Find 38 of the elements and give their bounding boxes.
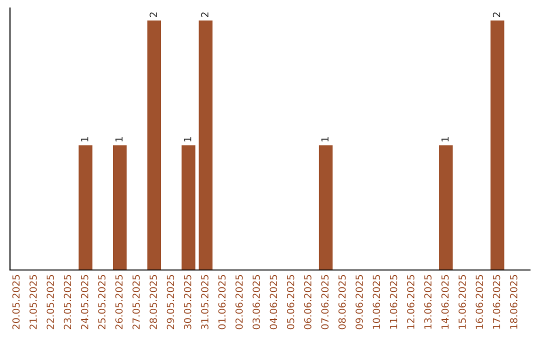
data-label: 2: [492, 12, 500, 17]
x-tick-label: 30.05.2025: [184, 275, 192, 330]
x-tick-label: 11.06.2025: [390, 275, 398, 329]
x-tick-label: 10.06.2025: [372, 275, 380, 329]
x-tick-label: 20.05.2025: [12, 275, 20, 330]
x-tick-label: 03.06.2025: [252, 275, 260, 330]
x-tick-label: 22.05.2025: [46, 275, 54, 330]
x-tick-label: 29.05.2025: [166, 275, 174, 330]
x-tick-label: 16.06.2025: [476, 275, 484, 329]
x-tick-label: 12.06.2025: [407, 275, 414, 329]
x-tick-label: 06.06.2025: [304, 275, 312, 330]
x-tick-label: 08.06.2025: [338, 275, 346, 330]
data-label: 1: [115, 137, 123, 142]
x-tick-label: 18.06.2025: [510, 275, 518, 329]
data-label: 2: [201, 12, 208, 17]
x-tick-label: 15.06.2025: [458, 275, 466, 329]
x-tick-label: 17.06.2025: [492, 275, 500, 329]
x-tick-label: 09.06.2025: [356, 275, 363, 330]
x-tick-label: 21.05.2025: [29, 275, 37, 330]
x-tick-label: 26.05.2025: [115, 275, 123, 330]
x-tick-label: 04.06.2025: [270, 275, 278, 330]
data-label: 1: [81, 137, 88, 142]
x-tick-label: 07.06.2025: [321, 275, 329, 330]
x-tick-label: 14.06.2025: [441, 275, 449, 329]
x-tick-label: 01.06.2025: [218, 275, 226, 330]
x-tick-label: 02.06.2025: [235, 275, 243, 330]
data-label: 2: [150, 12, 157, 17]
x-tick-label: 31.05.2025: [201, 275, 208, 330]
x-tick-label: 28.05.2025: [150, 275, 157, 330]
x-tick-label: 27.05.2025: [132, 275, 140, 330]
data-label: 1: [442, 137, 449, 142]
data-label: 1: [184, 137, 192, 142]
x-tick-label: 23.05.2025: [64, 275, 72, 330]
x-tick-label: 25.05.2025: [98, 275, 106, 330]
x-tick-label: 05.06.2025: [286, 275, 294, 330]
data-label: 1: [321, 137, 328, 142]
x-tick-label: 13.06.2025: [424, 275, 432, 329]
x-tick-label: 24.05.2025: [80, 275, 88, 330]
